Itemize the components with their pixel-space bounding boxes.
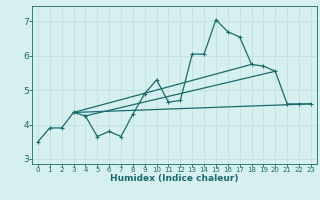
X-axis label: Humidex (Indice chaleur): Humidex (Indice chaleur) — [110, 174, 239, 183]
